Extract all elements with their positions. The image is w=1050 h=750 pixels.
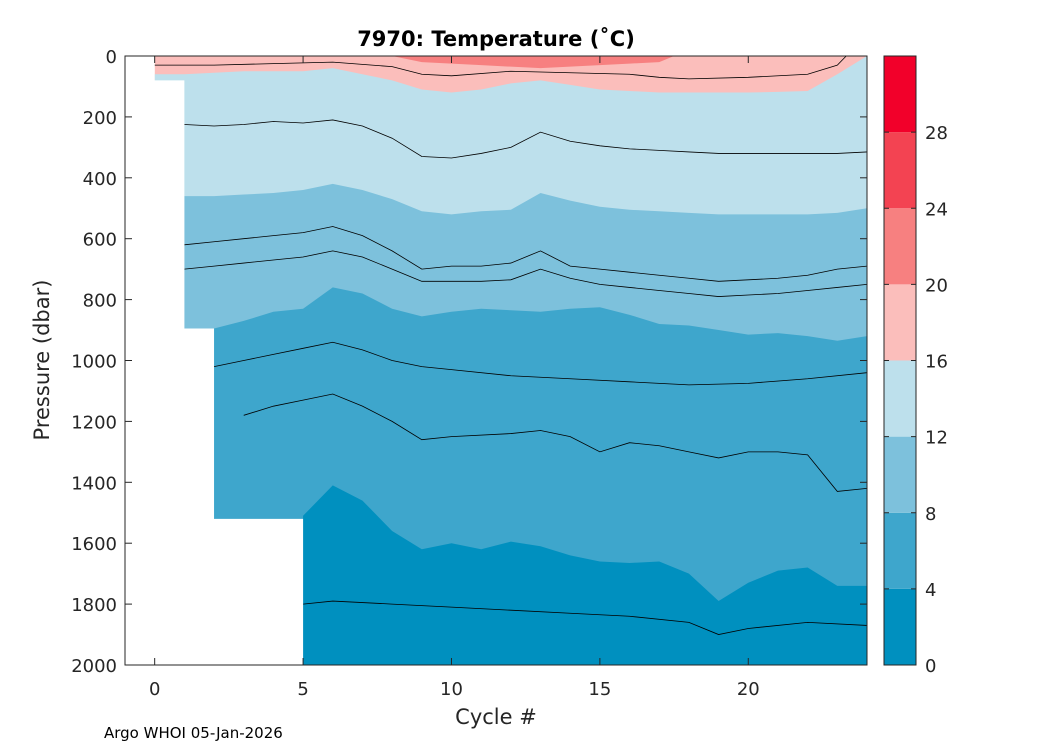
colorbar-tick-label-4: 4 xyxy=(925,580,936,601)
contour-band-band-20-24 xyxy=(392,56,675,69)
footer-credit: Argo WHOI 05-Jan-2026 xyxy=(104,724,283,742)
contour-line-6-1 xyxy=(213,341,867,386)
contour-line-10-4 xyxy=(184,250,867,297)
contour-line-10-3 xyxy=(184,226,867,282)
x-axis-ticks: 0 5 10 15 20 xyxy=(149,56,760,700)
x-tick-label-20: 20 xyxy=(737,679,760,700)
y-tick-label-1600: 1600 xyxy=(71,534,117,555)
y-axis-label: Pressure (dbar) xyxy=(30,280,54,441)
no-data-mask xyxy=(125,56,304,665)
contour-line-2-0 xyxy=(303,600,867,635)
colorbar-tick-label-12: 12 xyxy=(925,428,948,449)
colorbar-tick-label-0: 0 xyxy=(925,656,936,677)
contour-band-band-0-4 xyxy=(303,485,867,665)
y-tick-label-200: 200 xyxy=(83,108,117,129)
colorbar-tick-label-16: 16 xyxy=(925,352,948,373)
colorbar-tick-label-8: 8 xyxy=(925,504,936,525)
plot-area xyxy=(125,56,867,665)
y-tick-label-1800: 1800 xyxy=(71,595,117,616)
x-axis-label: Cycle # xyxy=(455,705,537,729)
colorbar-segment-0-4 xyxy=(884,588,916,665)
colorbar-tick-label-28: 28 xyxy=(925,123,948,144)
x-tick-label-15: 15 xyxy=(588,679,611,700)
colorbar-segment-16-20 xyxy=(884,284,916,361)
colorbar-tick-label-24: 24 xyxy=(925,199,948,220)
y-tick-label-600: 600 xyxy=(83,230,117,251)
y-tick-label-1200: 1200 xyxy=(71,412,117,433)
y-tick-label-400: 400 xyxy=(83,169,117,190)
y-tick-label-0: 0 xyxy=(106,47,117,68)
contour-line-6-2 xyxy=(243,393,867,492)
colorbar-segment-24-28 xyxy=(884,132,916,209)
y-tick-label-1000: 1000 xyxy=(71,352,117,373)
colorbar-segment-12-16 xyxy=(884,360,916,437)
y-tick-label-2000: 2000 xyxy=(71,656,117,677)
colorbar: 0 4 8 12 16 20 24 28 xyxy=(883,55,948,677)
y-tick-label-1400: 1400 xyxy=(71,473,117,494)
colorbar-segment-28-32 xyxy=(884,56,916,133)
colorbar-tick-label-20: 20 xyxy=(925,275,948,296)
x-tick-label-0: 0 xyxy=(149,679,160,700)
y-tick-label-800: 800 xyxy=(83,291,117,312)
chart-title: 7970: Temperature (˚C) xyxy=(357,27,635,51)
y-axis-ticks: 0 200 400 600 800 1000 1200 1400 1600 1800 2000 xyxy=(71,47,867,677)
colorbar-segment-4-8 xyxy=(884,512,916,589)
colorbar-segment-20-24 xyxy=(884,208,916,285)
x-tick-label-5: 5 xyxy=(297,679,308,700)
x-tick-label-10: 10 xyxy=(440,679,463,700)
contour-line-14-5 xyxy=(184,119,867,159)
colorbar-segment-8-12 xyxy=(884,436,916,513)
